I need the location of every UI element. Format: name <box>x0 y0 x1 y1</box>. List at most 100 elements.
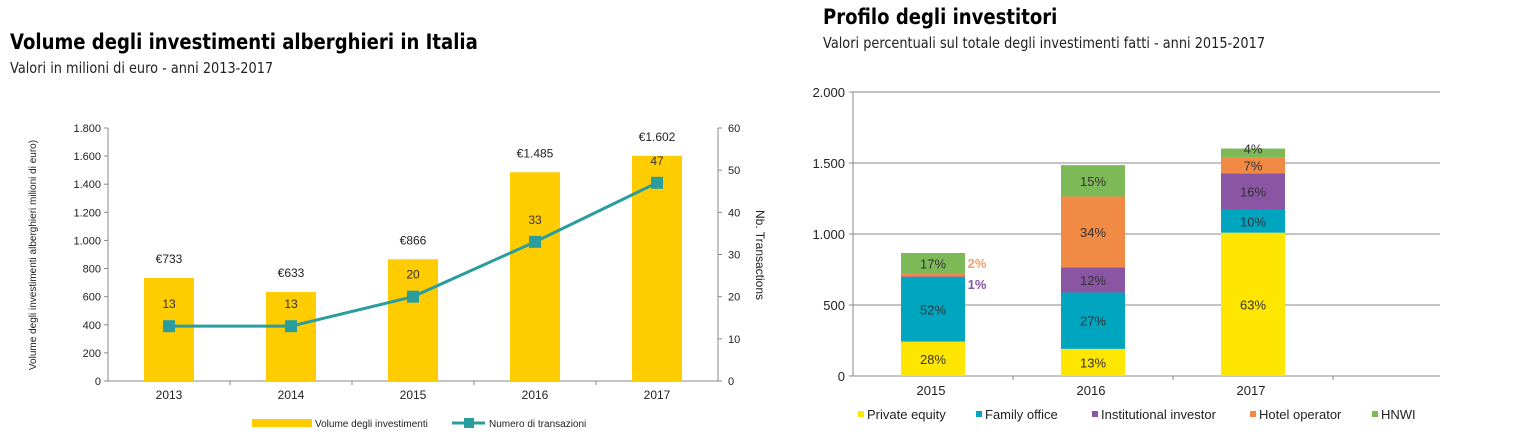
line-marker-2016 <box>529 235 541 248</box>
left-chart-subtitle: Valori in milioni di euro - anni 2013-20… <box>10 59 274 77</box>
y-tick-label: 400 <box>83 320 101 332</box>
legend-swatch-volume <box>252 419 312 427</box>
y-tick-label: 200 <box>83 348 101 360</box>
segment-hotel-operator-2016 <box>1061 196 1125 268</box>
legend-swatch <box>1372 411 1378 417</box>
segment-hnwi-2015 <box>901 253 965 274</box>
line-marker-2014 <box>285 320 297 333</box>
y-tick-label: 600 <box>83 292 101 304</box>
segment-hnwi-2017 <box>1221 148 1285 158</box>
bar-value-label: €633 <box>278 266 305 280</box>
y2-tick-label: 10 <box>728 334 740 346</box>
segment-family-office-2016 <box>1061 292 1125 349</box>
segment-hnwi-2016 <box>1061 165 1125 197</box>
y-tick-label: 0 <box>95 376 101 388</box>
y2-tick-label: 20 <box>728 292 740 304</box>
segment-label: 2% <box>968 256 987 271</box>
segment-label: 12% <box>1080 273 1106 288</box>
segment-label: 28% <box>920 352 946 367</box>
legend-label: Institutional investor <box>1101 407 1217 422</box>
segment-label: 13% <box>1080 355 1106 370</box>
segment-institutional-investor-2015 <box>901 276 965 278</box>
y2-tick-label: 0 <box>728 376 734 388</box>
line-value-label: 33 <box>528 213 542 227</box>
x-tick-label: 2013 <box>156 388 183 402</box>
segment-family-office-2015 <box>901 277 965 342</box>
x-tick-label: 2015 <box>917 383 946 398</box>
y-tick-label: 1.500 <box>812 156 845 171</box>
segment-private-equity-2016 <box>1061 348 1125 376</box>
x-tick-label: 2015 <box>400 388 427 402</box>
legend-label: HNWI <box>1381 407 1416 422</box>
left-chart-title: Volume degli investimenti alberghieri in… <box>10 30 478 54</box>
line-marker-2017 <box>651 176 663 189</box>
bar-value-label: €1.602 <box>639 130 676 144</box>
segment-label: 52% <box>920 303 946 318</box>
y-tick-label: 500 <box>823 298 845 313</box>
segment-label: 4% <box>1244 142 1263 157</box>
bar-value-label: €1.485 <box>517 146 554 160</box>
segment-label: 27% <box>1080 314 1106 329</box>
x-tick-label: 2016 <box>522 388 549 402</box>
line-value-label: 13 <box>162 297 176 311</box>
legend-swatch <box>858 411 864 417</box>
bar-volume-2016 <box>510 172 560 381</box>
legend-label: Private equity <box>867 407 946 422</box>
segment-institutional-investor-2016 <box>1061 267 1125 293</box>
legend-label: Hotel operator <box>1259 407 1342 422</box>
segment-private-equity-2017 <box>1221 232 1285 376</box>
legend-swatch-marker <box>464 418 474 428</box>
y-axis-title: Volume degli investimenti alberghieri mi… <box>28 140 39 370</box>
segment-hotel-operator-2017 <box>1221 157 1285 174</box>
right-chart-subtitle: Valori percentuali sul totale degli inve… <box>823 34 1266 52</box>
y-tick-label: 800 <box>83 264 101 276</box>
segment-label: 63% <box>1240 297 1266 312</box>
y2-axis-title: Nb. Transactions <box>753 210 767 300</box>
legend-label-volume: Volume degli investimenti <box>315 419 428 430</box>
segment-label: 1% <box>968 277 987 292</box>
legend-swatch <box>1250 411 1256 417</box>
y2-tick-label: 30 <box>728 250 740 262</box>
line-value-label: 47 <box>650 154 664 168</box>
x-tick-label: 2016 <box>1077 383 1106 398</box>
y-tick-label: 1.600 <box>73 151 101 163</box>
segment-label: 15% <box>1080 174 1106 189</box>
y2-tick-label: 50 <box>728 165 740 177</box>
bar-value-label: €733 <box>156 252 183 266</box>
segment-label: 7% <box>1244 159 1263 174</box>
segment-institutional-investor-2017 <box>1221 173 1285 210</box>
legend-label-transactions: Numero di transazioni <box>489 419 586 430</box>
bar-volume-2014 <box>266 292 316 381</box>
segment-label: 17% <box>920 256 946 271</box>
segment-label: 34% <box>1080 225 1106 240</box>
y-tick-label: 1.800 <box>73 123 101 135</box>
legend-label: Family office <box>985 407 1058 422</box>
y-tick-label: 1.000 <box>812 227 845 242</box>
y-tick-label: 1.400 <box>73 179 101 191</box>
y-tick-label: 1.200 <box>73 207 101 219</box>
x-tick-label: 2017 <box>1237 383 1266 398</box>
line-value-label: 20 <box>406 268 420 282</box>
bar-volume-2015 <box>388 259 438 381</box>
bar-volume-2017 <box>632 155 682 381</box>
bar-value-label: €866 <box>400 233 427 247</box>
x-tick-label: 2014 <box>278 388 305 402</box>
segment-label: 16% <box>1240 185 1266 200</box>
segment-hotel-operator-2015 <box>901 273 965 277</box>
line-marker-2015 <box>407 290 419 303</box>
right-chart-title: Profilo degli investitori <box>823 5 1058 29</box>
segment-private-equity-2015 <box>901 341 965 376</box>
line-marker-2013 <box>163 320 175 333</box>
y-tick-label: 1.000 <box>73 235 101 247</box>
y2-tick-label: 60 <box>728 123 740 135</box>
y-tick-label: 0 <box>838 369 845 384</box>
legend-swatch <box>976 411 982 417</box>
y2-tick-label: 40 <box>728 207 740 219</box>
segment-family-office-2017 <box>1221 209 1285 233</box>
y-tick-label: 2.000 <box>812 85 845 100</box>
line-value-label: 13 <box>284 297 298 311</box>
legend-swatch <box>1092 411 1098 417</box>
x-tick-label: 2017 <box>644 388 671 402</box>
segment-label: 10% <box>1240 214 1266 229</box>
